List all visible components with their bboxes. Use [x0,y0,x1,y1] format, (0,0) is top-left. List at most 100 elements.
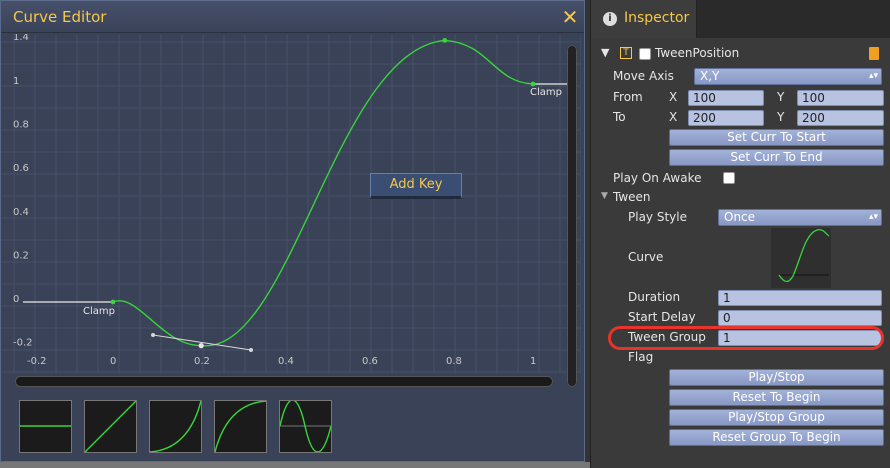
y-tick-label: 1.4 [13,34,29,43]
vertical-scrollbar[interactable] [567,45,577,387]
curve-plot[interactable]: -0.2 0 0.2 0.4 0.6 0.8 1 1.410.80.60.40.20-0.2… [1,34,581,374]
tab-inspector[interactable]: i Inspector [591,0,697,38]
bottom-strip [0,462,590,468]
from-x-label: X [669,90,678,104]
plot-grid [1,34,581,374]
to-y-label: Y [777,110,785,124]
y-tick-labels: 1.4 1 0.8 0.6 0.4 0.2 0 -0.2 [13,34,33,349]
curve-thumbnail[interactable] [771,228,831,288]
y-tick-label: 0.8 [13,120,29,131]
y-tick-label: -0.2 [13,338,33,349]
curve-key [442,38,448,43]
tangent-handle-left [151,333,155,337]
curve-editor-titlebar[interactable]: Curve Editor ✕ [1,1,584,33]
trash-icon[interactable] [869,47,879,60]
y-tick-label: 0.6 [13,163,29,174]
close-icon[interactable]: ✕ [561,5,579,29]
curve-editor-title: Curve Editor [13,8,107,26]
start-delay-label: Start Delay [628,310,696,324]
curve-key [198,343,204,349]
tween-group-label: Tween Group [628,330,706,344]
duration-label: Duration [628,290,681,304]
set-curr-to-end-button[interactable]: Set Curr To End [669,149,884,166]
play-style-label: Play Style [628,210,687,224]
preset-linear[interactable] [84,400,137,453]
preset-ease-in[interactable] [149,400,202,453]
component-header: ▼ T TweenPosition [591,44,890,64]
move-axis-row: Move Axis X,Y ▴▾ [591,67,890,87]
duration-field[interactable]: 1 [718,290,882,306]
to-label: To [613,110,626,124]
info-icon: i [603,12,617,26]
x-tick-label: 0.2 [194,356,210,367]
start-delay-field[interactable]: 0 [718,310,882,326]
x-tick-label: 0.6 [362,356,378,367]
tween-foldout[interactable]: ▼ Tween [591,188,890,208]
chevron-down-icon[interactable]: ▼ [601,46,610,59]
play-style-select[interactable]: Once ▴▾ [718,209,882,226]
tangent-handle-right [249,348,253,352]
play-on-awake-checkbox[interactable] [723,172,735,184]
curve-line [112,39,534,347]
tab-inspector-label: Inspector [624,10,690,26]
to-y-field[interactable]: 200 [797,110,884,126]
y-tick-label: 0 [13,294,19,305]
vertical-scrollbar-thumb[interactable] [567,45,577,387]
from-y-field[interactable]: 100 [797,90,884,106]
from-y-label: Y [777,90,785,104]
move-axis-value: X,Y [700,69,720,83]
play-stop-button[interactable]: Play/Stop [669,369,884,386]
to-x-label: X [669,110,678,124]
tween-group-highlight [608,326,884,350]
inspector-panel: i Inspector ▼ T TweenPosition Move Axis … [590,0,890,468]
curve-label: Curve [628,250,664,264]
tween-section-label: Tween [613,190,651,204]
y-tick-label: 0.2 [13,250,29,261]
reset-group-to-begin-button[interactable]: Reset Group To Begin [669,429,884,446]
duration-row: Duration 1 [591,288,890,308]
component-name: TweenPosition [655,46,740,60]
component-enabled-checkbox[interactable] [639,48,651,60]
preset-constant[interactable] [19,400,72,453]
tween-script-icon: T [620,47,632,59]
preset-sine[interactable] [279,400,332,453]
x-tick-label: 0 [110,356,116,367]
curve-key [530,81,536,87]
y-tick-label: 0.4 [13,207,29,218]
x-tick-label: -0.2 [27,356,47,367]
preset-ease-out[interactable] [214,400,267,453]
move-axis-label: Move Axis [613,69,674,83]
tween-group-field[interactable]: 1 [718,330,882,346]
clamp-left-label: Clamp [83,306,115,317]
curve-editor-window: Curve Editor ✕ -0.2 0 0.2 0.4 0.6 0.8 1 1.4 1 0.… [0,0,585,462]
updown-icon: ▴▾ [868,71,878,81]
reset-to-begin-button[interactable]: Reset To Begin [669,389,884,406]
add-key-button[interactable]: Add Key [370,173,462,199]
from-label: From [613,90,643,104]
x-tick-label: 0.8 [446,356,462,367]
curve-key [110,299,116,305]
x-tick-label: 1 [530,356,536,367]
x-tick-label: 0.4 [278,356,294,367]
clamp-right-label: Clamp [530,87,562,98]
triangle-down-icon: ▼ [601,191,608,201]
flag-row: Flag [591,348,890,368]
x-tick-labels: -0.2 0 0.2 0.4 0.6 0.8 1 [27,356,536,367]
move-axis-select[interactable]: X,Y ▴▾ [694,68,882,85]
flag-field[interactable] [718,350,882,366]
start-delay-row: Start Delay 0 [591,308,890,328]
to-row: To X 200 Y 200 [591,108,890,128]
tangent-handle-line [152,334,252,351]
flag-label: Flag [628,350,654,364]
play-style-value: Once [724,210,756,224]
y-tick-label: 1 [13,76,19,87]
from-row: From X 100 Y 100 [591,88,890,108]
from-x-field[interactable]: 100 [688,90,764,106]
play-stop-group-button[interactable]: Play/Stop Group [669,409,884,426]
play-on-awake-row: Play On Awake [591,169,890,189]
horizontal-scrollbar[interactable] [15,376,553,387]
to-x-field[interactable]: 200 [688,110,764,126]
curve-keys [110,38,536,349]
set-curr-to-start-button[interactable]: Set Curr To Start [669,129,884,146]
